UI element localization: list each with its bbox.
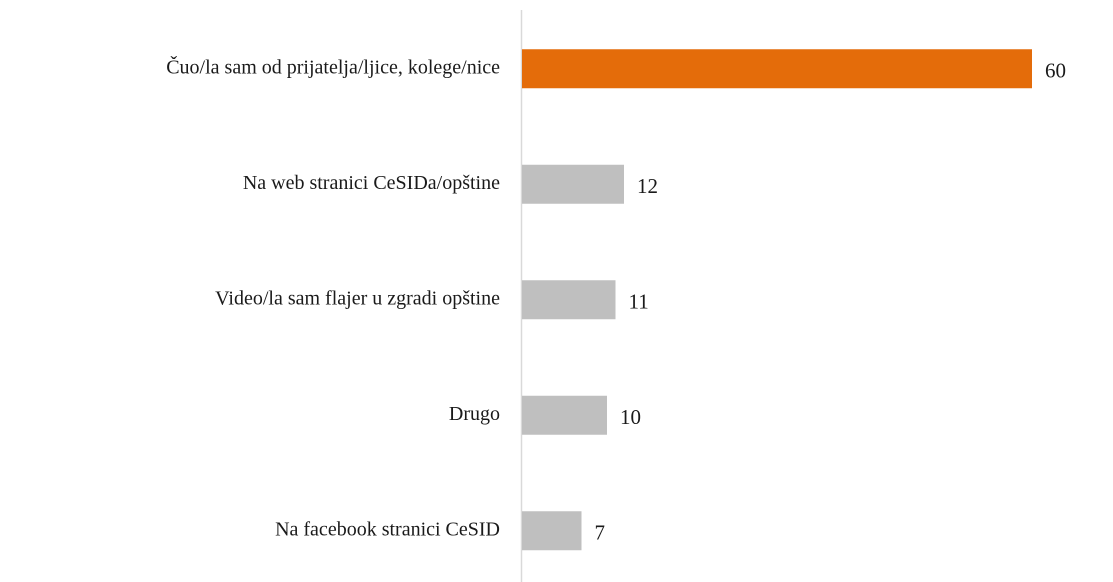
data-label: 12 — [637, 174, 658, 198]
category-label: Na facebook stranici CeSID — [275, 518, 500, 540]
data-label: 7 — [595, 521, 606, 545]
bar — [522, 49, 1032, 89]
category-label: Video/la sam flajer u zgradi opštine — [215, 287, 500, 309]
category-label: Drugo — [449, 403, 500, 425]
bar — [522, 395, 607, 435]
category-label: Čuo/la sam od prijatelja/ljice, kolege/n… — [166, 54, 500, 78]
data-label: 60 — [1045, 59, 1066, 83]
category-label: Na web stranici CeSIDa/opštine — [243, 172, 500, 194]
data-label: 11 — [629, 290, 649, 314]
data-label: 10 — [620, 405, 641, 429]
bar — [522, 164, 624, 204]
bar — [522, 511, 582, 551]
bar — [522, 280, 616, 320]
